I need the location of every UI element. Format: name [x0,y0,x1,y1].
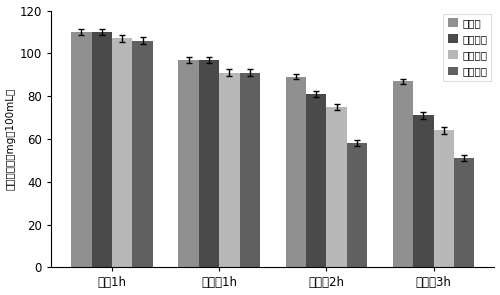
Bar [219,73,240,267]
Bar [178,60,199,267]
Bar [413,115,434,267]
Bar [434,130,454,267]
Bar [240,73,260,267]
Bar [454,158,474,267]
Bar [112,38,132,267]
Y-axis label: 乙醇含量／（mg／100mL）: 乙醇含量／（mg／100mL） [6,88,16,190]
Bar [286,77,306,267]
Bar [92,32,112,267]
Legend: 对照组, 低剂量组, 中剂量组, 高剂量组: 对照组, 低剂量组, 中剂量组, 高剂量组 [444,14,492,81]
Bar [326,107,346,267]
Bar [132,40,152,267]
Bar [346,143,367,267]
Bar [72,32,92,267]
Bar [393,81,413,267]
Bar [199,60,219,267]
Bar [306,94,326,267]
